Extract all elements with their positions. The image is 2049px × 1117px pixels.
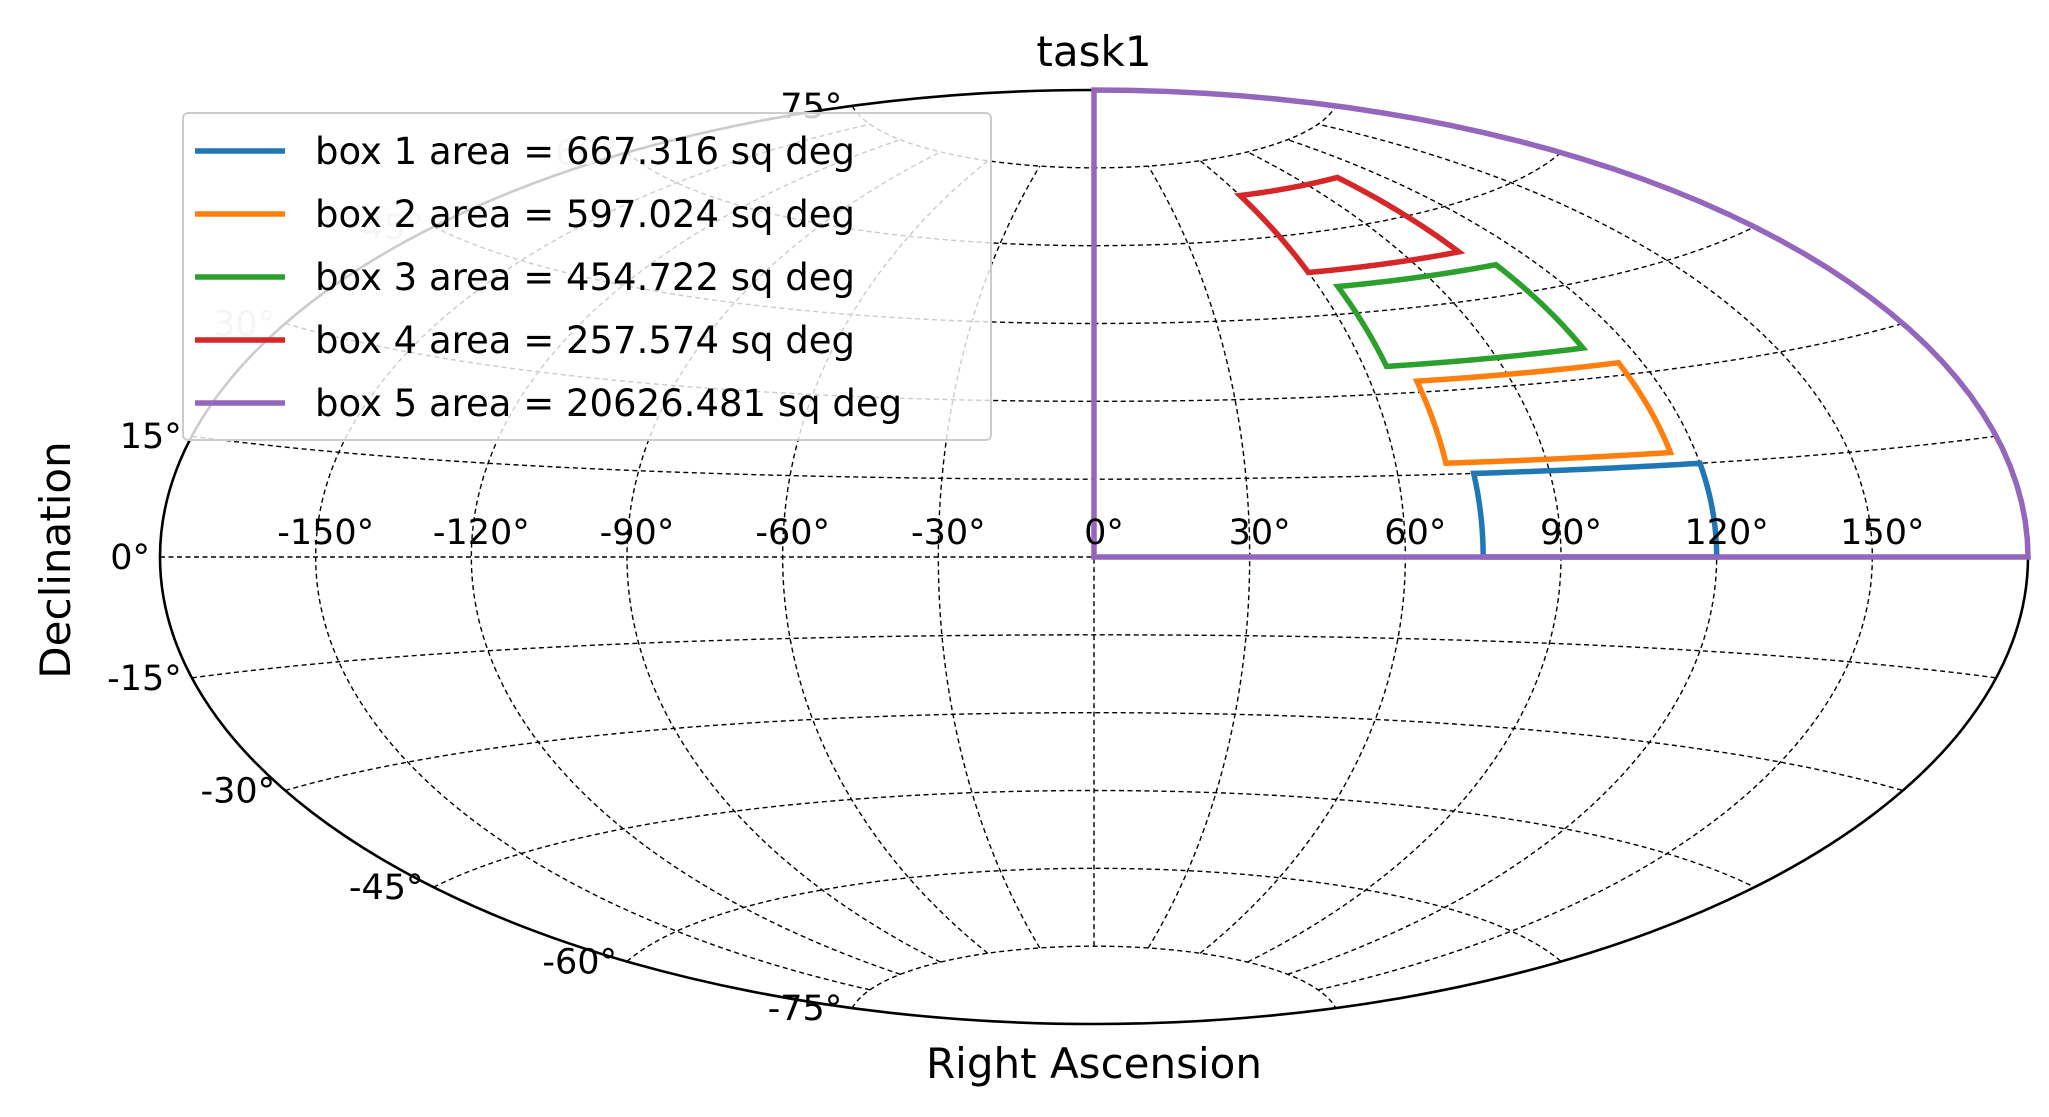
legend-frame bbox=[182, 112, 992, 441]
y-axis-label: Declination bbox=[31, 441, 80, 678]
legend-label-2: box 2 area = 597.024 sq deg bbox=[315, 193, 855, 236]
ra-tick-label: -60° bbox=[755, 513, 830, 553]
meridian-gridline bbox=[1287, 139, 1718, 975]
dec-tick-label: -60° bbox=[542, 942, 617, 982]
dec-tick-label: 0° bbox=[110, 538, 150, 578]
ra-tick-label: -90° bbox=[600, 513, 675, 553]
series-group bbox=[1091, 87, 2031, 560]
ra-tick-label: -150° bbox=[277, 513, 374, 553]
dec-tick-label: 15° bbox=[120, 417, 182, 457]
ra-tick-label: -30° bbox=[911, 513, 986, 553]
dec-tick-label: -45° bbox=[349, 868, 424, 908]
parallel-gridline bbox=[191, 634, 1997, 679]
legend-label-4: box 4 area = 257.574 sq deg bbox=[315, 319, 855, 362]
dec-tick-label: -75° bbox=[768, 989, 843, 1029]
parallel-gridline bbox=[626, 867, 1562, 962]
legend-label-3: box 3 area = 454.722 sq deg bbox=[315, 256, 855, 299]
parallel-gridline bbox=[851, 945, 1337, 1009]
series-box-2 bbox=[1412, 359, 1675, 467]
dec-tick-label: -30° bbox=[200, 772, 275, 812]
ra-tick-label: -120° bbox=[433, 513, 530, 553]
ra-tick-label: 90° bbox=[1540, 513, 1602, 553]
x-axis-label: Right Ascension bbox=[926, 1039, 1262, 1088]
legend-label-5: box 5 area = 20626.481 sq deg bbox=[315, 382, 902, 425]
parallel-gridline bbox=[284, 711, 1904, 792]
ra-tick-label: 30° bbox=[1229, 513, 1291, 553]
parallel-gridline bbox=[433, 789, 1755, 888]
legend: box 1 area = 667.316 sq deg box 2 area = … bbox=[182, 112, 992, 441]
series-box-3 bbox=[1332, 261, 1589, 370]
ra-tick-label: 150° bbox=[1840, 513, 1924, 553]
ra-tick-label: 0° bbox=[1084, 513, 1124, 553]
dec-tick-label: -15° bbox=[107, 659, 182, 699]
ra-tick-label: 60° bbox=[1384, 513, 1446, 553]
ra-tick-label: 120° bbox=[1685, 513, 1769, 553]
legend-label-1: box 1 area = 667.316 sq deg bbox=[315, 130, 855, 173]
series-box-5 bbox=[1091, 87, 2031, 560]
chart-title: task1 bbox=[1036, 27, 1151, 76]
series-box-4 bbox=[1233, 174, 1466, 276]
